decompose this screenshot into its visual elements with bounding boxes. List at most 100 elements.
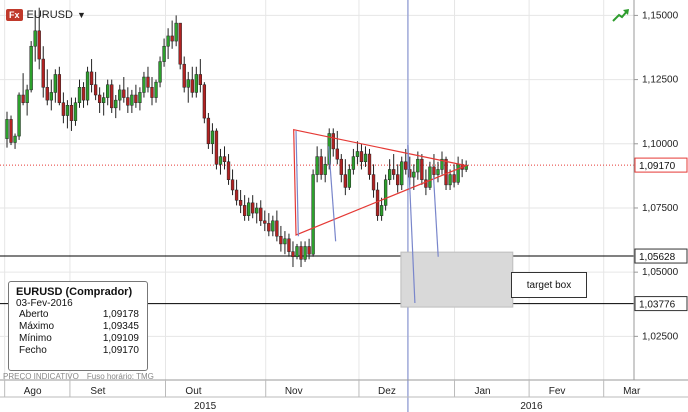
month-label-2: Out	[185, 386, 201, 397]
month-label-4: Dez	[378, 386, 396, 397]
footer-price-note: PREÇO INDICATIVO	[3, 372, 79, 381]
candle-body-92	[375, 189, 380, 216]
candle-body-2	[13, 135, 17, 143]
candle-body-106	[432, 166, 436, 175]
candle-body-96	[392, 169, 396, 175]
projection-line-3	[432, 177, 439, 257]
candle-body-12	[53, 74, 57, 93]
candle-body-109	[444, 158, 448, 186]
candle-body-22	[93, 84, 98, 96]
candle-body-36	[150, 87, 154, 98]
candle-body-8	[37, 30, 41, 60]
candle-body-13	[57, 74, 62, 103]
candle-body-84	[343, 174, 347, 188]
candle-body-74	[303, 246, 307, 260]
chevron-down-icon[interactable]: ▼	[76, 10, 86, 20]
support-level-tag-0-box	[634, 248, 688, 264]
target-box-label: target box	[511, 272, 587, 298]
candle-body-63	[259, 207, 263, 222]
candle-body-5	[25, 89, 29, 103]
candle-body-51	[210, 130, 215, 145]
candle-body-91	[371, 174, 376, 191]
candle-body-57	[234, 189, 239, 201]
candle-body-47	[194, 74, 198, 93]
projection-line-1	[328, 146, 337, 242]
candle-body-7	[33, 30, 37, 47]
candle-body-103	[420, 158, 424, 180]
candle-body-4	[21, 94, 25, 103]
month-label-1: Set	[90, 386, 105, 397]
candle-body-31	[130, 94, 134, 106]
candle-body-37	[154, 81, 158, 98]
candle-body-56	[230, 179, 235, 191]
ohlc-info-box: EURUSD (Comprador) 03-Fev-2016 Aberto 1,0…	[8, 281, 148, 371]
price-tick-label-1: 1,12500	[642, 75, 679, 86]
info-title: EURUSD (Comprador)	[16, 286, 133, 298]
candle-body-59	[242, 205, 247, 216]
candle-body-40	[166, 35, 170, 47]
candle-body-58	[238, 200, 243, 206]
candle-body-94	[383, 179, 388, 206]
candle-body-93	[379, 205, 384, 216]
candle-body-89	[363, 153, 368, 163]
chart-drawings	[293, 128, 469, 303]
candle-body-0	[5, 119, 9, 139]
candle-body-73	[299, 246, 303, 260]
candle-body-112	[456, 164, 460, 183]
candle-body-54	[222, 156, 227, 163]
candle-body-42	[174, 22, 178, 42]
candle-body-15	[65, 105, 70, 116]
candle-body-29	[122, 89, 126, 98]
candle-body-60	[247, 202, 251, 216]
candle-body-81	[331, 133, 335, 150]
candle-body-34	[142, 76, 146, 93]
candle-body-25	[106, 84, 110, 98]
candle-body-68	[279, 235, 283, 245]
current-price-tag-label: 1,09170	[639, 161, 676, 172]
info-row-close: Fecho 1,09170	[19, 345, 139, 356]
candle-body-97	[396, 174, 400, 186]
candle-body-43	[178, 22, 182, 65]
symbol-selector[interactable]: EURUSD	[26, 9, 73, 21]
candle-body-23	[97, 94, 102, 103]
price-tick-label-3: 1,07500	[642, 203, 679, 214]
candle-body-66	[271, 220, 275, 232]
candle-body-86	[351, 156, 356, 170]
candle-body-16	[69, 105, 74, 121]
candle-body-9	[41, 58, 45, 88]
candle-body-41	[170, 35, 174, 42]
year-label-1: 2016	[520, 401, 543, 412]
candle-body-105	[428, 166, 432, 188]
candle-body-104	[424, 179, 428, 188]
info-row-low: Mínimo 1,09109	[19, 333, 139, 344]
info-row-open: Aberto 1,09178	[19, 309, 139, 320]
candle-body-39	[162, 45, 166, 62]
candle-body-45	[186, 79, 190, 88]
candle-body-102	[416, 158, 420, 173]
candle-body-101	[412, 171, 416, 178]
candle-body-28	[118, 89, 122, 101]
candle-body-53	[218, 156, 223, 165]
month-label-3: Nov	[285, 386, 303, 397]
candle-body-38	[158, 61, 162, 83]
candle-body-11	[49, 92, 53, 101]
candle-body-71	[291, 251, 295, 258]
candle-body-69	[283, 238, 287, 245]
candle-body-18	[77, 87, 82, 103]
candle-body-24	[102, 97, 106, 103]
year-label-0: 2015	[194, 401, 217, 412]
candle-body-17	[73, 102, 78, 121]
candle-body-70	[287, 238, 291, 252]
fx-badge: Fx	[6, 9, 23, 21]
candle-body-85	[347, 169, 352, 188]
candle-body-78	[319, 156, 323, 175]
candle-body-77	[315, 156, 319, 175]
month-label-0: Ago	[24, 386, 42, 397]
projection-line-0	[295, 130, 299, 237]
candle-body-46	[190, 79, 194, 93]
candle-body-65	[267, 223, 271, 232]
price-tick-label-4: 1,05000	[642, 267, 679, 278]
candle-body-88	[359, 151, 364, 163]
support-level-tag-1-box	[634, 296, 688, 312]
candle-body-49	[202, 84, 207, 119]
